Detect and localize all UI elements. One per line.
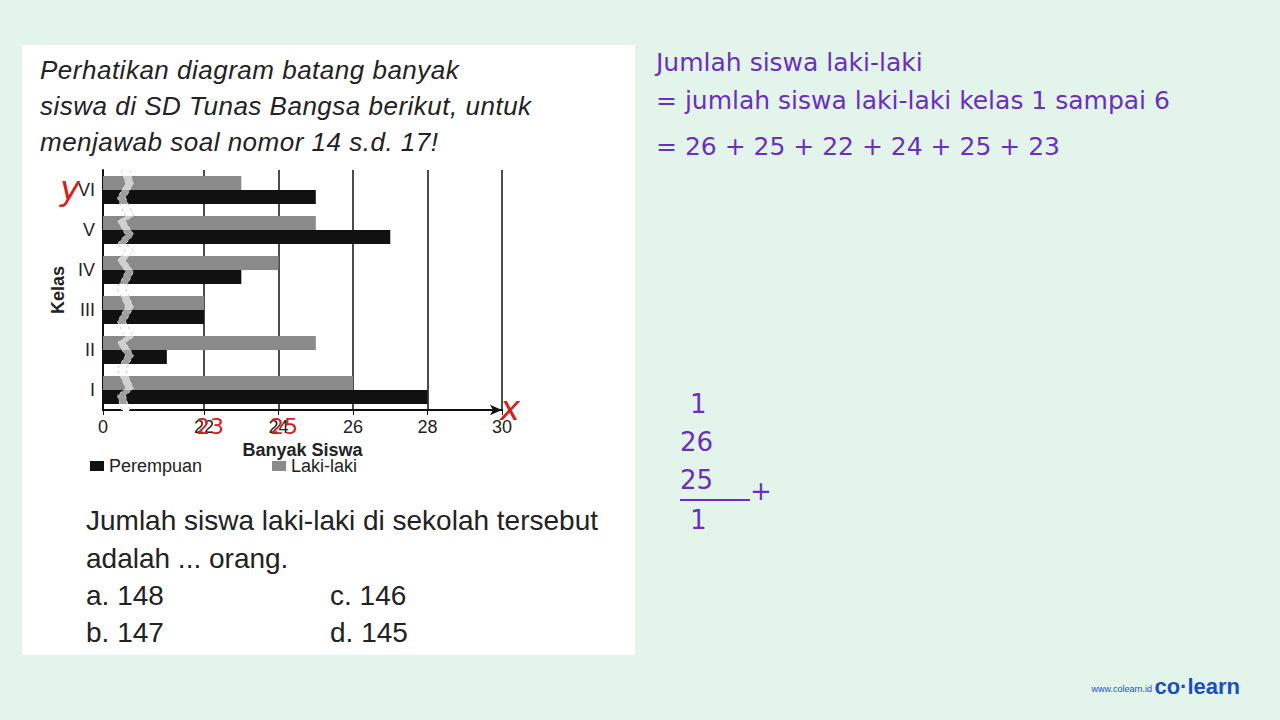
html-text:25: 25	[680, 465, 714, 495]
svg-text:III: III	[80, 300, 95, 320]
html-text:= jumlah siswa laki-laki kelas: = jumlah siswa laki-laki kelas 1 sampai …	[656, 86, 1170, 115]
svg-text:0: 0	[98, 417, 108, 437]
html-text:a. 148: a. 148	[86, 580, 164, 611]
html-text:25: 25	[270, 414, 298, 439]
svg-text:26: 26	[343, 417, 363, 437]
html-text:d. 145: d. 145	[330, 617, 408, 648]
html-text:menjawab soal nomor 14 s.d. 17: menjawab soal nomor 14 s.d. 17!	[40, 127, 439, 157]
html-text:1: 1	[690, 505, 707, 535]
svg-text:IV: IV	[78, 260, 95, 280]
svg-text:V: V	[83, 220, 95, 240]
html-text:23: 23	[196, 414, 224, 439]
html-text:www.colearn.id: www.colearn.id	[1091, 684, 1152, 694]
svg-text:I: I	[90, 380, 95, 400]
html-text:c. 146: c. 146	[330, 580, 407, 611]
html-text:Perhatikan diagram batang bany: Perhatikan diagram batang banyak	[40, 55, 460, 85]
html-text:26: 26	[680, 427, 714, 457]
svg-text:Banyak Siswa: Banyak Siswa	[242, 439, 363, 460]
html-text:Jumlah siswa laki-laki di seko: Jumlah siswa laki-laki di sekolah terseb…	[86, 505, 598, 574]
svg-text:Laki-laki: Laki-laki	[291, 456, 357, 476]
html-text:Jumlah siswa laki-laki: Jumlah siswa laki-laki	[656, 48, 923, 77]
html-text:siswa di SD Tunas Bangsa berik: siswa di SD Tunas Bangsa berikut, untuk	[40, 91, 532, 121]
svg-text:VI: VI	[78, 180, 95, 200]
svg-text:Kelas: Kelas	[48, 266, 68, 314]
html-text:co·learn: co·learn	[1154, 674, 1240, 699]
html-text:= 26 + 25 + 22 + 24 + 25 + 23: = 26 + 25 + 22 + 24 + 25 + 23	[656, 132, 1060, 161]
html-text:x: x	[500, 388, 521, 428]
svg-text:II: II	[85, 340, 95, 360]
html-text:y: y	[60, 168, 81, 208]
html-text:1: 1	[690, 389, 707, 419]
html-text:b. 147: b. 147	[86, 617, 164, 648]
svg-text:28: 28	[418, 417, 438, 437]
svg-text:Perempuan: Perempuan	[109, 456, 202, 476]
